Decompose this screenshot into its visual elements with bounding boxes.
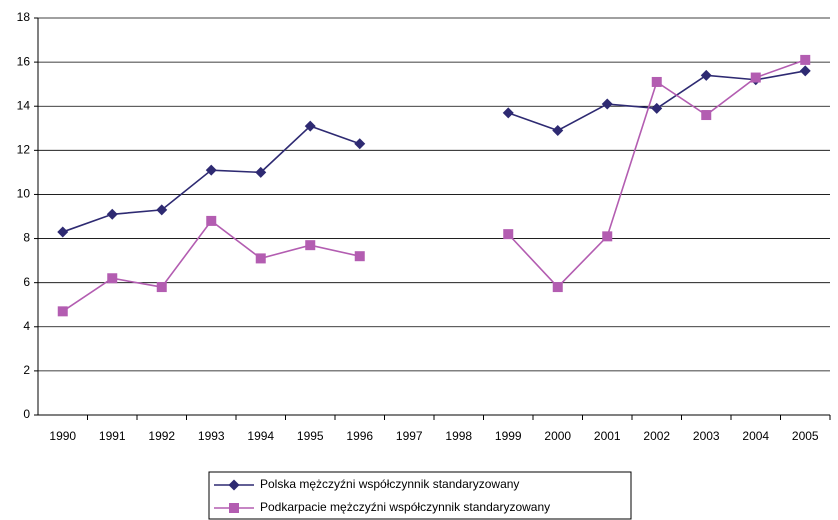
x-tick-label: 1999 — [495, 429, 522, 443]
data-point — [502, 107, 514, 119]
y-tick-label: 4 — [23, 319, 30, 333]
y-tick-label: 0 — [23, 407, 30, 421]
y-tick-label: 8 — [23, 231, 30, 245]
legend-box — [208, 471, 632, 520]
x-tick-label: 1991 — [99, 429, 126, 443]
data-point — [799, 65, 811, 77]
x-tick-label: 2005 — [792, 429, 819, 443]
data-point — [800, 54, 811, 65]
y-tick-label: 16 — [17, 54, 31, 68]
x-tick-label: 2002 — [643, 429, 670, 443]
x-tick-label: 1992 — [148, 429, 175, 443]
x-tick-label: 2000 — [544, 429, 571, 443]
data-point — [156, 282, 167, 293]
y-tick-label: 12 — [17, 143, 31, 157]
x-tick-label: 1993 — [198, 429, 225, 443]
data-point — [106, 208, 118, 220]
y-tick-label: 14 — [17, 98, 31, 112]
data-point — [354, 251, 365, 262]
x-tick-label: 2003 — [693, 429, 720, 443]
y-tick-label: 2 — [23, 363, 30, 377]
data-point — [206, 215, 217, 226]
data-point — [651, 76, 662, 87]
x-tick-label: 1994 — [247, 429, 274, 443]
data-point — [750, 72, 761, 83]
data-point — [57, 226, 69, 238]
data-point — [304, 120, 316, 132]
data-point — [651, 102, 663, 114]
data-point — [156, 204, 168, 216]
series-line — [62, 59, 806, 313]
legend-marker — [228, 479, 240, 491]
x-tick-label: 1995 — [297, 429, 324, 443]
x-tick-label: 1998 — [445, 429, 472, 443]
x-tick-label: 1996 — [346, 429, 373, 443]
data-point — [205, 164, 217, 176]
data-point — [700, 69, 712, 81]
data-point — [305, 240, 316, 251]
series-line — [62, 70, 806, 233]
legend-marker — [229, 503, 239, 513]
x-tick-label: 2001 — [594, 429, 621, 443]
data-point — [255, 253, 266, 264]
data-point — [255, 166, 267, 178]
x-tick-label: 1997 — [396, 429, 423, 443]
data-point — [701, 110, 712, 121]
x-tick-label: 2004 — [742, 429, 769, 443]
legend-label: Podkarpacie mężczyźni współczynnik stand… — [260, 500, 550, 514]
data-point — [602, 231, 613, 242]
legend-label: Polska mężczyźni współczynnik standaryzo… — [260, 477, 519, 491]
data-point — [354, 138, 366, 150]
data-point — [601, 98, 613, 110]
y-tick-label: 18 — [17, 10, 31, 24]
data-point — [552, 282, 563, 293]
data-point — [503, 229, 514, 240]
data-point — [57, 306, 68, 317]
data-point — [107, 273, 118, 284]
y-tick-label: 10 — [17, 187, 31, 201]
data-point — [552, 124, 564, 136]
y-tick-label: 6 — [23, 275, 30, 289]
x-tick-label: 1990 — [49, 429, 76, 443]
